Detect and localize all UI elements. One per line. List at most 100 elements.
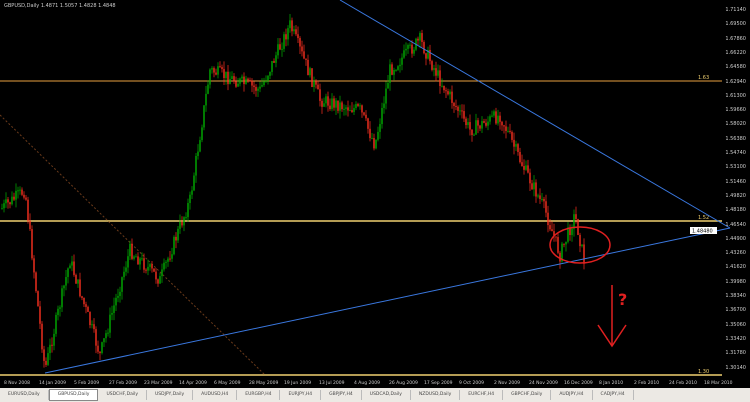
candle-body	[187, 203, 189, 218]
candle-body	[45, 360, 47, 365]
time-tick-label: 16 Dec 2009	[564, 381, 593, 386]
candle-body	[169, 258, 171, 260]
candle-body	[101, 342, 103, 354]
level-label: 1.30	[698, 369, 709, 375]
candle-body	[17, 190, 19, 192]
candle-body	[267, 75, 269, 81]
candle-body	[25, 197, 27, 200]
candle-body	[109, 314, 111, 333]
candle-body	[91, 324, 93, 326]
candle-body	[473, 134, 475, 136]
candle-body	[217, 66, 219, 75]
candle-body	[327, 96, 329, 106]
candle-body	[211, 68, 213, 70]
candle-body	[511, 131, 513, 140]
level-label: 1.52	[698, 215, 709, 221]
chart-tab[interactable]: AUDJPY,H4	[551, 390, 593, 400]
candle-body	[103, 338, 105, 343]
chart-tab[interactable]: USDJPY,Daily	[147, 390, 194, 400]
candle-body	[501, 121, 503, 126]
chart-tab[interactable]: NZDUSD,Daily	[411, 390, 461, 400]
candle-body	[99, 351, 101, 354]
candle-body	[491, 115, 493, 117]
candle-body	[545, 201, 547, 213]
candle-body	[341, 102, 343, 110]
candle-body	[5, 199, 7, 204]
candle-body	[527, 165, 529, 173]
candle-body	[307, 59, 309, 76]
candle-body	[575, 214, 577, 219]
candle-body	[569, 227, 571, 236]
candle-body	[349, 110, 351, 112]
candle-body	[375, 139, 377, 149]
chart-tab[interactable]: EURUSD,Daily	[0, 390, 49, 400]
candle-body	[221, 67, 223, 70]
price-tick-label: 1.61300	[725, 92, 746, 99]
candle-body	[37, 291, 39, 307]
chart-tab[interactable]: EURJPY,H4	[280, 390, 322, 400]
candle-body	[405, 48, 407, 51]
candle-body	[179, 221, 181, 229]
candle-body	[503, 125, 505, 127]
chart-tab[interactable]: USDCHF,Daily	[98, 390, 147, 400]
candle-body	[121, 277, 123, 292]
candle-body	[167, 258, 169, 262]
candle-body	[333, 98, 335, 108]
candle-body	[487, 121, 489, 126]
candle-body	[203, 105, 205, 128]
chart-tab[interactable]: AUDUSD,H4	[193, 390, 238, 400]
candle-body	[73, 261, 75, 275]
chart-tab[interactable]: GBPUSD,Daily	[48, 389, 99, 401]
candle-body	[371, 138, 373, 140]
candle-body	[175, 236, 177, 241]
chart-tab[interactable]: EURCHF,H4	[460, 390, 504, 400]
candle-body	[369, 128, 371, 139]
candle-body	[269, 71, 271, 76]
down-arrow-head	[597, 324, 627, 348]
candle-body	[149, 264, 151, 267]
price-tick-label: 1.59660	[725, 107, 746, 114]
candle-body	[397, 66, 399, 70]
candle-body	[285, 34, 287, 40]
candle-body	[559, 252, 561, 262]
candle-body	[273, 60, 275, 63]
candle-body	[517, 144, 519, 152]
candle-body	[351, 110, 353, 113]
candle-body	[153, 268, 155, 272]
chart-tab[interactable]: GBPJPY,H4	[321, 390, 362, 400]
candle-body	[55, 314, 57, 334]
candle-body	[181, 221, 183, 226]
candle-body	[195, 155, 197, 176]
candle-body	[253, 85, 255, 88]
candle-body	[111, 312, 113, 315]
candle-body	[447, 91, 449, 95]
candle-body	[159, 276, 161, 284]
time-tick-label: 8 Jan 2010	[599, 381, 624, 386]
candle-body	[301, 46, 303, 52]
chart-tab[interactable]: GBPCHF,Daily	[503, 390, 552, 400]
candle-body	[441, 85, 443, 87]
candle-body	[563, 243, 565, 245]
chart-tab[interactable]: CADJPY,H4	[593, 390, 634, 400]
chart-tab[interactable]: USDCAD,Daily	[362, 390, 411, 400]
candle-body	[3, 203, 5, 209]
candle-body	[509, 130, 511, 132]
candle-body	[293, 29, 295, 32]
candle-body	[241, 76, 243, 79]
price-chart[interactable]: 1.63 1.52 1.30? 1.48480 GBPUSD,Daily 1.4871…	[0, 0, 750, 388]
candle-body	[223, 69, 225, 78]
chart-canvas[interactable]: 1.63 1.52 1.30? 1.48480	[0, 0, 750, 388]
candle-body	[49, 344, 51, 354]
candle-body	[95, 329, 97, 346]
chart-tab[interactable]: EURGBP,H4	[237, 390, 281, 400]
candle-body	[359, 105, 361, 107]
candle-body	[13, 196, 15, 200]
candle-body	[207, 84, 209, 94]
candle-body	[129, 243, 131, 257]
time-tick-label: 14 Apr 2009	[179, 381, 207, 386]
candle-body	[485, 122, 487, 126]
candle-body	[363, 112, 365, 115]
candle-body	[97, 345, 99, 352]
candle-body	[229, 78, 231, 85]
candle-body	[71, 261, 73, 266]
